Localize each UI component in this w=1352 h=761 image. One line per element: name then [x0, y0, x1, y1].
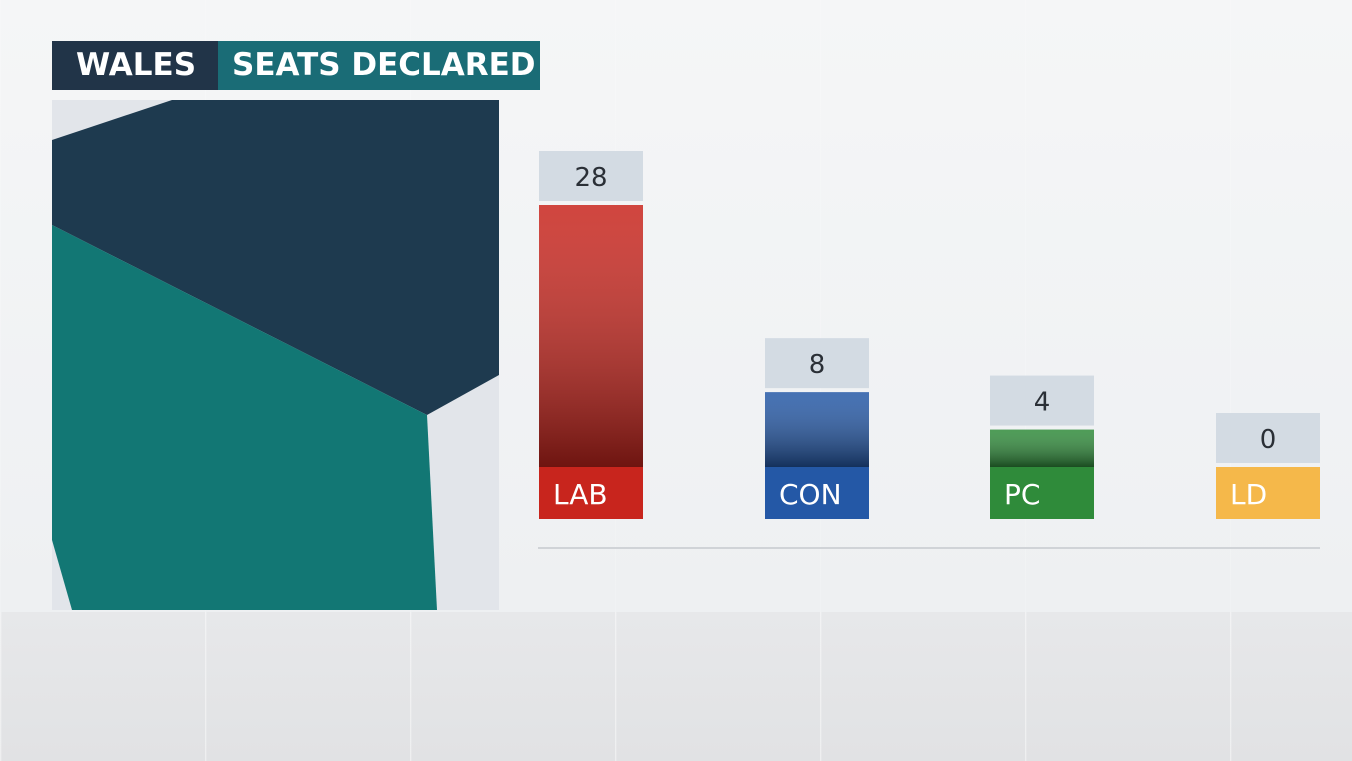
- tick-label-con: CON: [779, 478, 842, 511]
- bar-shade-lab: [539, 205, 643, 467]
- tick-label-lab: LAB: [553, 478, 608, 511]
- bar-label-block-lab: [539, 467, 643, 519]
- value-label-con: 8: [809, 350, 826, 380]
- seats-declared-title: SEATS DECLARED: [218, 41, 540, 90]
- region-title: WALES: [52, 41, 218, 90]
- value-label-lab: 28: [574, 163, 607, 193]
- bar-shade-pc: [990, 429, 1094, 467]
- map-region-dark: [52, 100, 499, 415]
- bars-group: LAB 28 CON 8 PC 4 LD 0: [539, 151, 1320, 519]
- value-box-lab: [539, 151, 643, 201]
- value-box-pc: [990, 375, 1094, 426]
- value-box-ld: [1216, 413, 1320, 463]
- bar-shade-con: [765, 392, 869, 467]
- value-label-pc: 4: [1034, 388, 1051, 418]
- tick-label-ld: LD: [1230, 478, 1267, 511]
- bar-label-block-ld: [1216, 467, 1320, 519]
- bar-label-block-pc: [990, 467, 1094, 519]
- title-bar: WALES SEATS DECLARED: [52, 41, 540, 90]
- wales-constituency-map: [52, 100, 499, 610]
- value-label-ld: 0: [1260, 425, 1277, 455]
- seats-bar-chart: LAB 28 CON 8 PC 4 LD 0: [538, 151, 1320, 549]
- studio-floor: [0, 612, 1352, 761]
- tick-label-pc: PC: [1004, 478, 1040, 511]
- value-box-con: [765, 338, 869, 389]
- map-region-teal: [52, 225, 437, 610]
- bar-label-block-con: [765, 467, 869, 519]
